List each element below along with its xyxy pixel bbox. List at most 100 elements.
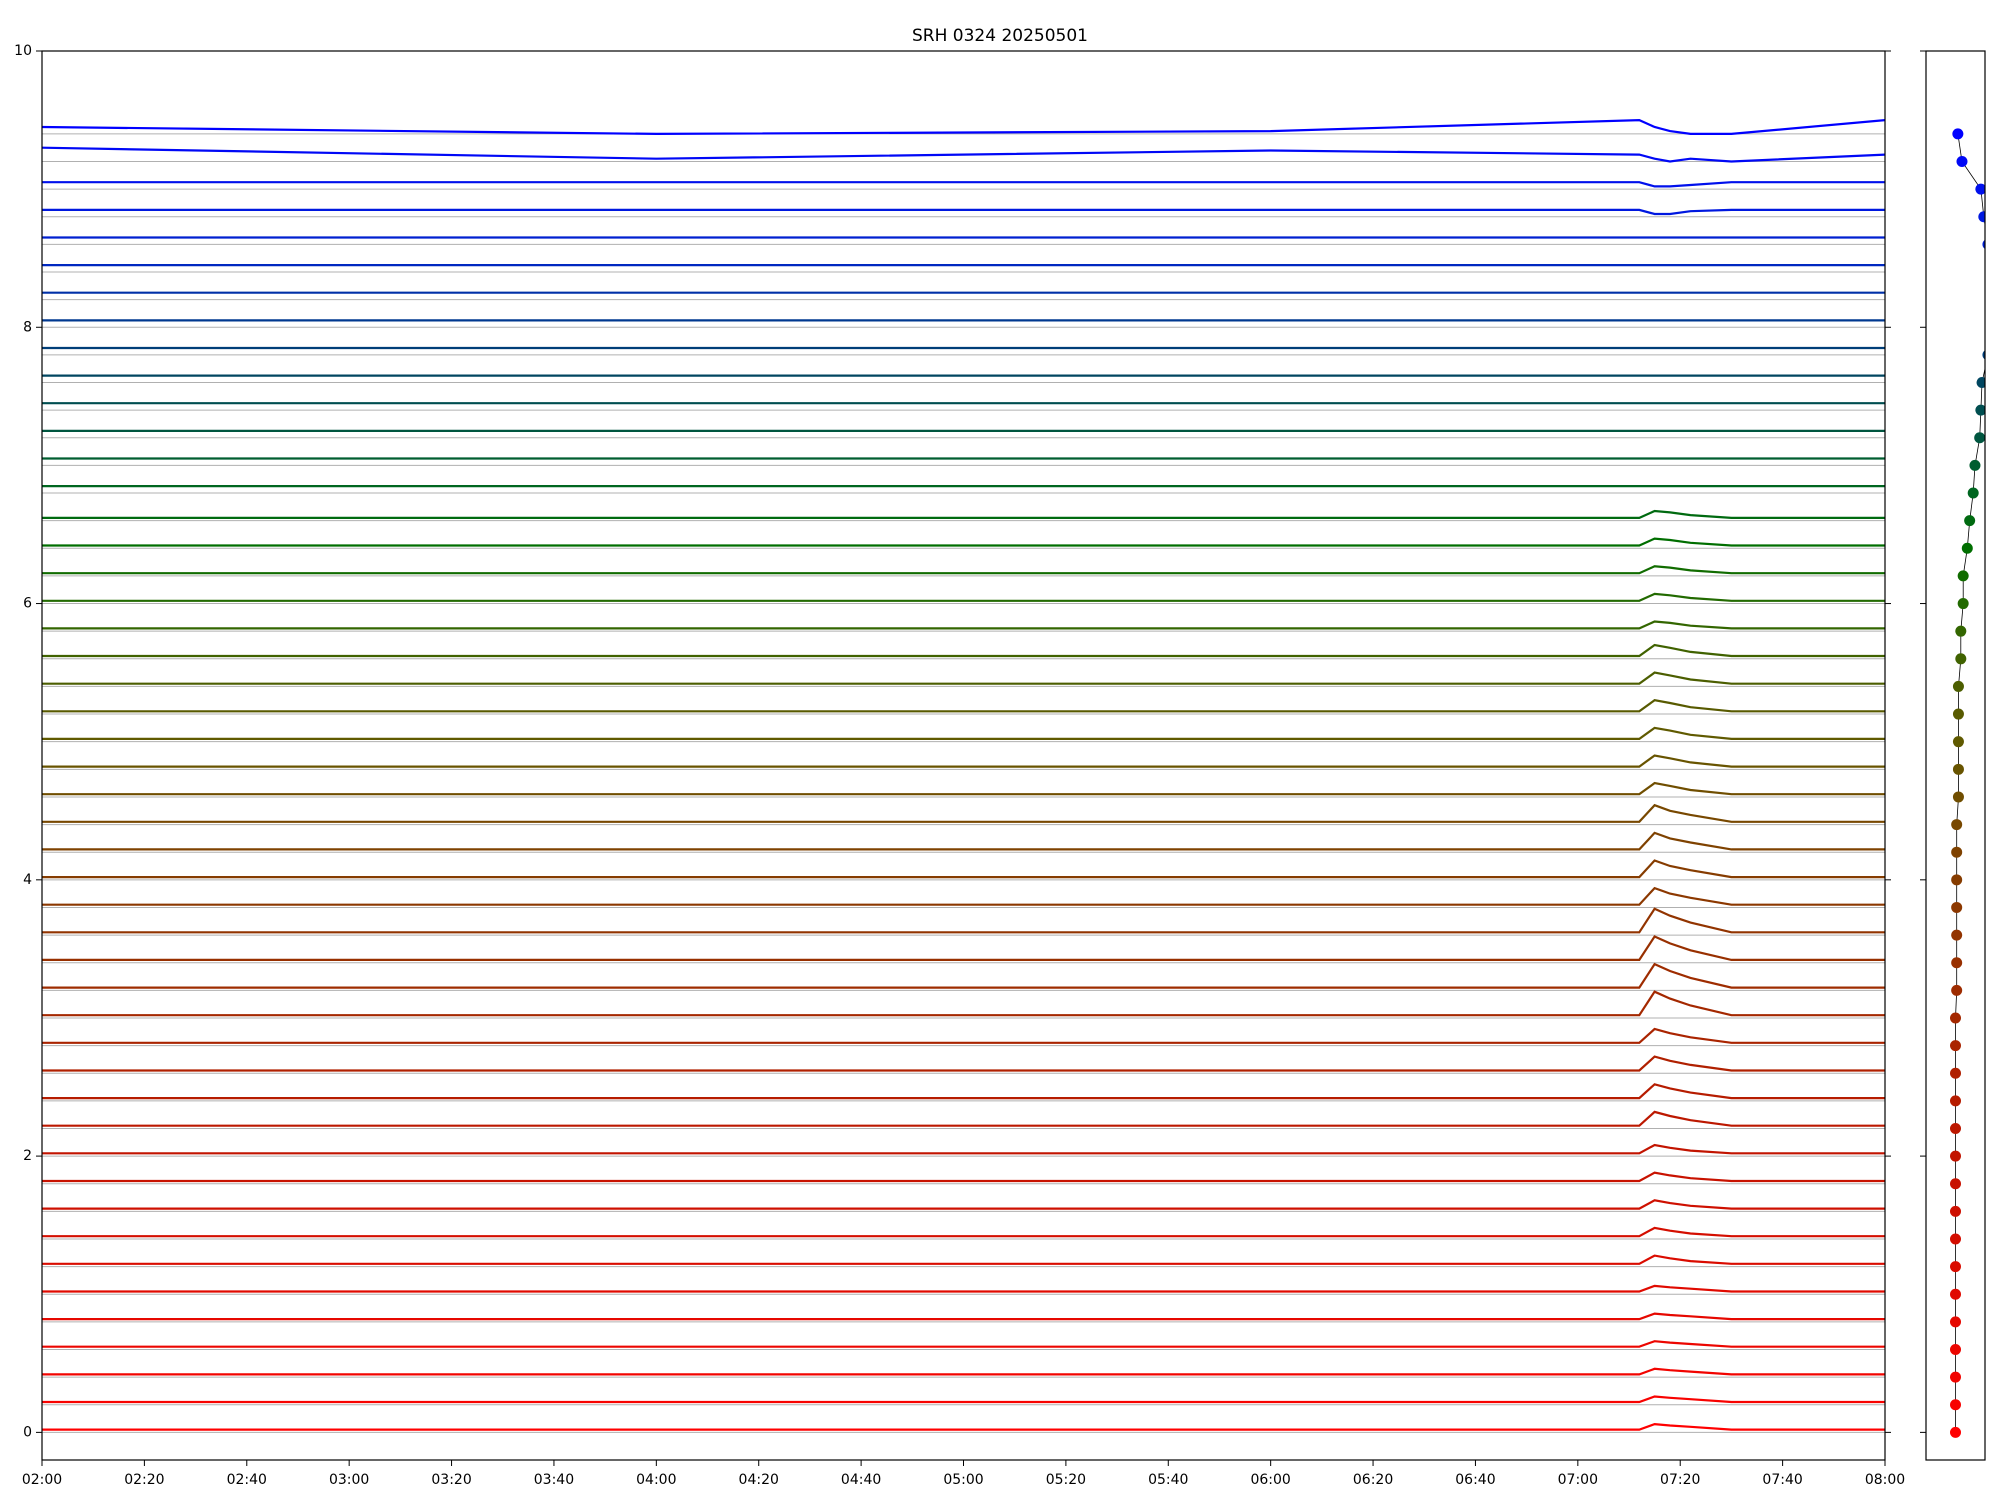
y-tick-label: 0 [23, 1424, 32, 1440]
series-line [42, 146, 1885, 163]
side-dot [1950, 1371, 1961, 1383]
series-line [42, 859, 1885, 879]
series-line [42, 1284, 1885, 1293]
x-tick-label: 05:20 [1046, 1472, 1086, 1488]
side-dot [1950, 1067, 1961, 1079]
side-dot [1950, 1178, 1961, 1190]
side-dot [1957, 598, 1969, 610]
series-line [42, 592, 1885, 602]
series-line [42, 1340, 1885, 1348]
side-panel [1950, 128, 1999, 1438]
side-dot [1982, 350, 1985, 360]
series-line [42, 118, 1885, 136]
side-dot [1967, 487, 1979, 499]
series-line [42, 1055, 1885, 1072]
series-line [42, 803, 1885, 823]
series-line [42, 208, 1885, 216]
side-dot [1950, 1343, 1961, 1355]
x-tick-label: 04:00 [636, 1472, 676, 1488]
side-dot [1951, 957, 1963, 969]
side-dot [1964, 515, 1976, 527]
side-dot [1950, 1150, 1961, 1162]
x-tick-label: 07:20 [1660, 1472, 1700, 1488]
x-tick-label: 05:00 [943, 1472, 983, 1488]
series-line [42, 962, 1885, 989]
series-line [42, 1110, 1885, 1127]
side-dot [1951, 874, 1963, 886]
series-line [42, 1199, 1885, 1210]
side-dot [1950, 1288, 1961, 1300]
side-frame [1925, 50, 1986, 1461]
side-dot [1950, 1095, 1961, 1107]
x-tick-label: 07:40 [1762, 1472, 1802, 1488]
side-dot [1952, 791, 1964, 803]
series-line [42, 781, 1885, 796]
x-tick-label: 02:00 [22, 1472, 62, 1488]
y-tick-label: 8 [23, 319, 32, 335]
series-line [42, 907, 1885, 934]
series-line [42, 671, 1885, 685]
side-dot [1975, 404, 1985, 416]
x-tick-label: 07:00 [1558, 1472, 1598, 1488]
series-line [42, 886, 1885, 906]
series-line [42, 537, 1885, 547]
side-dot [1951, 846, 1963, 858]
y-tick-label: 2 [23, 1148, 32, 1164]
series-line [42, 1254, 1885, 1265]
x-tick-label: 03:00 [329, 1472, 369, 1488]
x-tick-label: 06:40 [1455, 1472, 1495, 1488]
series-line [42, 754, 1885, 768]
side-dot [1952, 763, 1964, 775]
side-dot [1975, 183, 1985, 195]
series-line [42, 935, 1885, 961]
series-line [42, 699, 1885, 713]
series-line [42, 643, 1885, 658]
plot-area [42, 118, 1885, 1433]
side-dot [1950, 1205, 1961, 1217]
side-dot [1952, 680, 1964, 692]
series-line [42, 565, 1885, 575]
side-dot [1951, 984, 1963, 996]
x-tick-label: 03:20 [431, 1472, 471, 1488]
side-dot [1950, 1012, 1961, 1024]
side-dot [1950, 1316, 1961, 1328]
series-line [42, 1226, 1885, 1238]
side-dot [1952, 708, 1964, 720]
series-line [42, 1171, 1885, 1183]
series-line [42, 726, 1885, 740]
side-dot [1951, 819, 1963, 831]
side-dot [1952, 736, 1964, 748]
series-line [42, 1143, 1885, 1155]
side-dot [1976, 377, 1985, 389]
side-dot [1961, 542, 1973, 554]
side-dot [1974, 432, 1985, 444]
y-tick-label: 4 [23, 872, 32, 888]
side-dot [1955, 625, 1967, 637]
series-line [42, 620, 1885, 630]
x-tick-label: 04:40 [841, 1472, 881, 1488]
side-dot [1982, 239, 1985, 250]
series-line [42, 1367, 1885, 1376]
side-dot [1950, 1399, 1961, 1411]
x-tick-label: 02:20 [124, 1472, 164, 1488]
series-line [42, 181, 1885, 188]
side-dot [1957, 570, 1969, 582]
series-line [42, 1312, 1885, 1321]
x-tick-label: 05:40 [1148, 1472, 1188, 1488]
series-line [42, 1422, 1885, 1431]
side-dot [1950, 1233, 1961, 1245]
x-tick-label: 04:20 [739, 1472, 779, 1488]
side-dot [1950, 1122, 1961, 1134]
side-connector [1955, 133, 1985, 1433]
side-dot [1951, 929, 1963, 941]
axes-frame [41, 50, 1886, 1461]
side-dot [1950, 1040, 1961, 1052]
chart-title: SRH 0324 20250501 [912, 26, 1088, 46]
side-dot [1988, 322, 1999, 333]
side-dot [1951, 901, 1963, 913]
x-tick-label: 03:40 [534, 1472, 574, 1488]
x-tick-label: 06:00 [1250, 1472, 1290, 1488]
series-line [42, 1395, 1885, 1404]
side-dot [1978, 211, 1985, 223]
side-dot [1952, 128, 1964, 140]
